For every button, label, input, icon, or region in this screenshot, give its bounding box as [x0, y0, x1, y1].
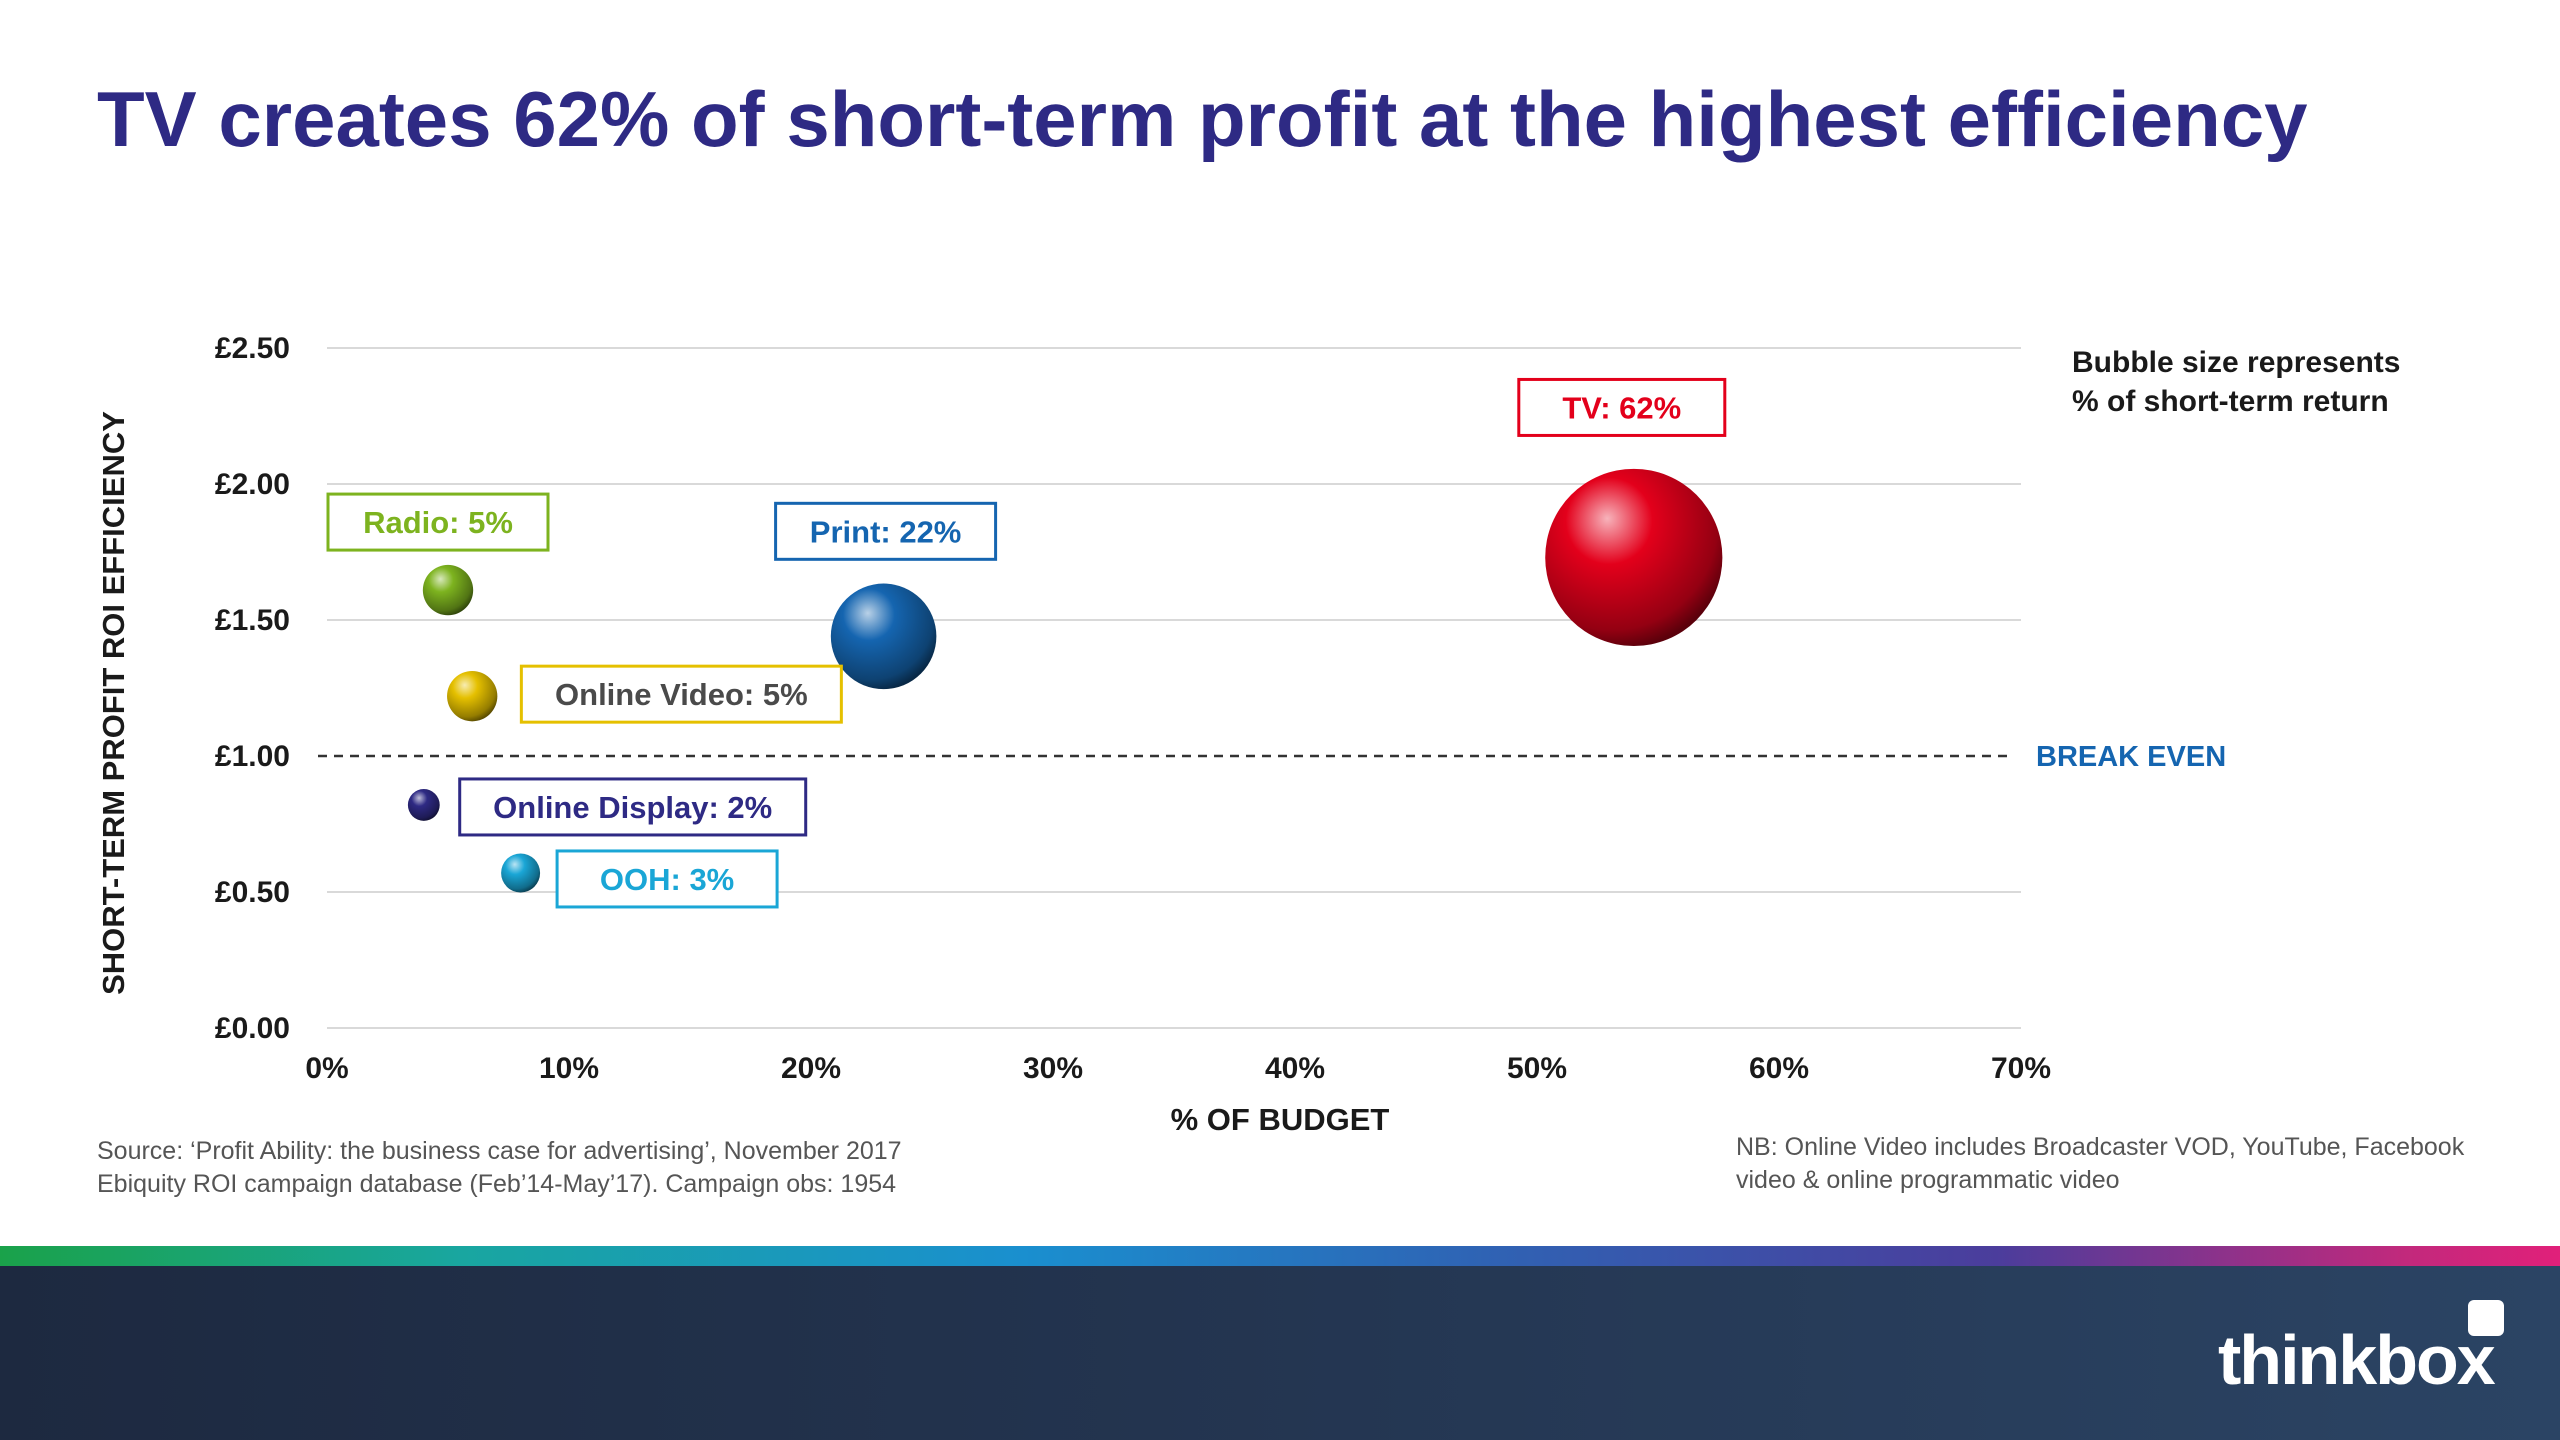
- bubble-online-display: [407, 789, 440, 821]
- label-ooh: OOH: 3%: [555, 849, 779, 909]
- label-box: [326, 492, 550, 552]
- label-online-display: Online Display: 2%: [458, 777, 808, 837]
- bubble-size-note: Bubble size represents: [2072, 346, 2400, 379]
- label-radio: Radio: 5%: [326, 492, 550, 552]
- label-text: Radio: 5%: [363, 505, 513, 540]
- logo-mark-icon: [2468, 1300, 2504, 1336]
- nb-note: NB: Online Video includes Broadcaster VO…: [1736, 1131, 2464, 1197]
- nb-line: video & online programmatic video: [1736, 1166, 2120, 1194]
- x-tick-label: 40%: [1265, 1052, 1325, 1085]
- bubble-print: [830, 583, 937, 690]
- x-tick-label: 30%: [1023, 1052, 1083, 1085]
- thinkbox-logo: thinkbox: [2218, 1321, 2496, 1399]
- label-print: Print: 22%: [774, 501, 998, 561]
- source-note: Source: ‘Profit Ability: the business ca…: [97, 1135, 902, 1201]
- y-tick-label: £1.50: [215, 604, 290, 637]
- label-tv: TV: 62%: [1517, 377, 1727, 437]
- bubble-radio: [422, 564, 474, 616]
- bubble-labels: TV: 62% Print: 22% Radio: 5% Online Video: …: [326, 377, 1727, 909]
- bubble-online-video: [447, 671, 498, 722]
- axes: £0.00 £0.50 £1.00 £1.50 £2.00 £2.50 0% 10% 20% 30…: [96, 332, 2051, 1137]
- bubble-ooh: [501, 853, 541, 893]
- x-tick-label: 0%: [305, 1052, 348, 1085]
- label-text: Print: 22%: [810, 514, 962, 549]
- label-online-video: Online Video: 5%: [519, 664, 843, 724]
- break-even-label: BREAK EVEN: [2036, 741, 2226, 773]
- page-title: TV creates 62% of short-term profit at t…: [97, 75, 2308, 163]
- x-axis-label: % OF BUDGET: [1171, 1102, 1390, 1137]
- label-box: [519, 664, 843, 724]
- source-line: Source: ‘Profit Ability: the business ca…: [97, 1137, 902, 1165]
- x-tick-label: 20%: [781, 1052, 841, 1085]
- bubble-size-note: % of short-term return: [2072, 385, 2389, 418]
- x-tick-label: 10%: [539, 1052, 599, 1085]
- label-box: [1517, 377, 1727, 437]
- label-box: [555, 849, 779, 909]
- y-axis-label: SHORT-TERM PROFIT ROI EFFICIENCY: [96, 411, 131, 995]
- bubble-tv: [1545, 468, 1723, 647]
- x-tick-label: 50%: [1507, 1052, 1567, 1085]
- y-tick-label: £2.50: [215, 332, 290, 365]
- x-tick-label: 60%: [1749, 1052, 1809, 1085]
- bubbles: [407, 468, 1723, 893]
- y-tick-label: £0.50: [215, 876, 290, 909]
- chart-notes: BREAK EVEN Bubble size represents % of sho…: [2036, 346, 2400, 773]
- footer-gradient-stripe: [0, 1246, 2560, 1266]
- y-tick-label: £1.00: [215, 740, 290, 773]
- label-text: Online Video: 5%: [555, 677, 808, 712]
- label-text: TV: 62%: [1562, 390, 1681, 425]
- y-tick-label: £2.00: [215, 468, 290, 501]
- label-text: OOH: 3%: [600, 862, 734, 897]
- source-line: Ebiquity ROI campaign database (Feb’14-M…: [97, 1170, 897, 1198]
- footer-band: [0, 1246, 2560, 1440]
- label-box: [458, 777, 808, 837]
- label-text: Online Display: 2%: [493, 790, 772, 825]
- x-tick-label: 70%: [1991, 1052, 2051, 1085]
- nb-line: NB: Online Video includes Broadcaster VO…: [1736, 1133, 2465, 1161]
- y-tick-label: £0.00: [215, 1012, 290, 1045]
- label-box: [774, 501, 998, 561]
